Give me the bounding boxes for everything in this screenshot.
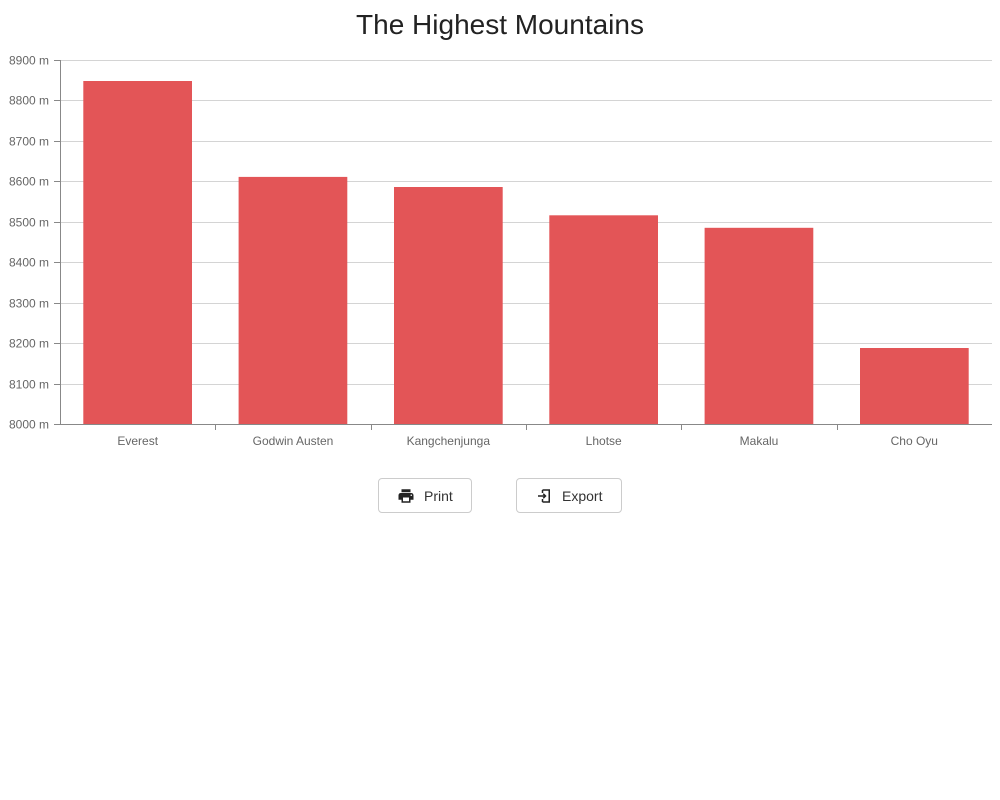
export-button[interactable]: Export [516, 478, 622, 513]
chart-toolbar: Print Export [0, 478, 1000, 514]
bar [860, 348, 969, 424]
axes [54, 60, 992, 430]
printer-icon [397, 487, 415, 505]
x-tick-label: Lhotse [586, 434, 622, 448]
y-tick-label: 8500 m [9, 216, 49, 230]
bar [83, 81, 192, 424]
y-tick-label: 8000 m [9, 418, 49, 432]
bar [704, 227, 814, 424]
bars [83, 81, 969, 424]
export-button-label: Export [562, 487, 603, 504]
x-tick-label: Kangchenjunga [407, 434, 491, 448]
chart-title: The Highest Mountains [356, 9, 644, 40]
bar [549, 215, 658, 424]
y-tick-label: 8100 m [9, 378, 49, 392]
y-tick-label: 8800 m [9, 94, 49, 108]
y-tick-label: 8200 m [9, 337, 49, 351]
tick-labels: 8000 m 8100 m 8200 m 8300 m 8400 m 8500 m 8600… [9, 54, 938, 449]
bar [394, 187, 503, 424]
y-tick-label: 8600 m [9, 175, 49, 189]
bar [238, 176, 348, 424]
print-button[interactable]: Print [378, 478, 472, 513]
y-tick-label: 8400 m [9, 256, 49, 270]
x-tick-label: Makalu [740, 434, 779, 448]
x-tick-label: Everest [117, 434, 158, 448]
bar-chart: 8000 m 8100 m 8200 m 8300 m 8400 m 8500 m 8600… [9, 54, 992, 449]
y-tick-label: 8300 m [9, 297, 49, 311]
x-tick-label: Godwin Austen [253, 434, 334, 448]
print-button-label: Print [424, 487, 453, 504]
y-tick-label: 8900 m [9, 54, 49, 68]
grid-lines [60, 60, 992, 385]
x-tick-label: Cho Oyu [891, 434, 938, 448]
y-tick-label: 8700 m [9, 135, 49, 149]
export-icon [535, 487, 553, 505]
